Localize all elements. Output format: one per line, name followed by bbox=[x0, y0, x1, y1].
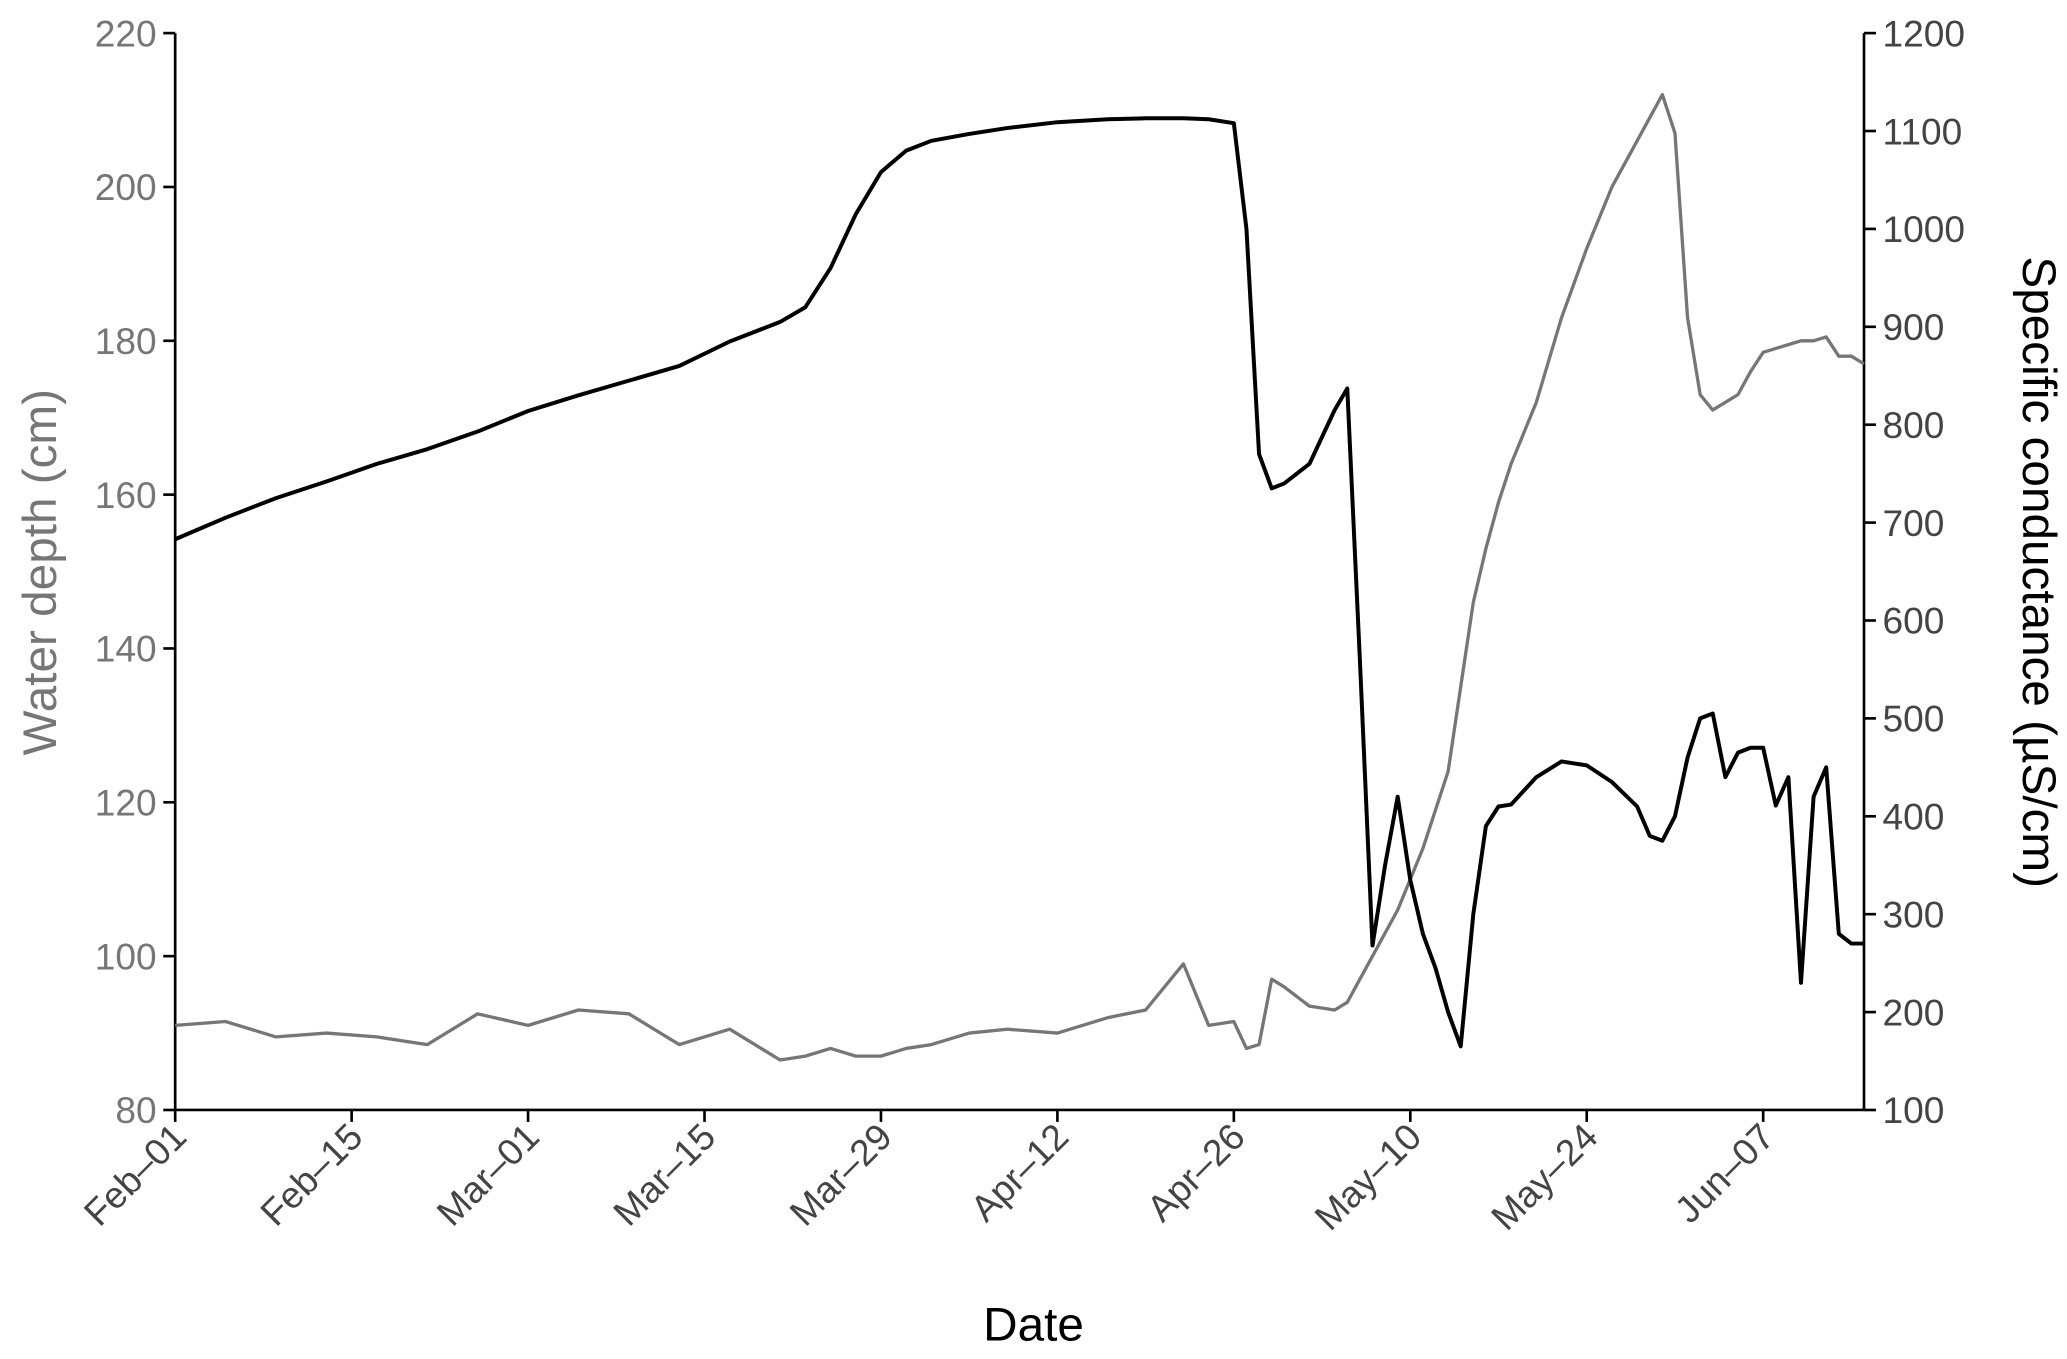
x-tick-label: Feb–15 bbox=[252, 1115, 371, 1234]
y-tick-label: 140 bbox=[95, 628, 157, 670]
x-axis-title: Date bbox=[983, 1298, 1084, 1351]
y2-tick-label: 600 bbox=[1883, 600, 1945, 642]
x-tick-label: Jun–07 bbox=[1666, 1115, 1782, 1231]
y2-tick-label: 300 bbox=[1883, 893, 1945, 935]
y2-tick-label: 100 bbox=[1883, 1089, 1945, 1131]
y-tick-label: 100 bbox=[95, 935, 157, 977]
y2-tick-label: 800 bbox=[1883, 404, 1945, 446]
x-tick-label: Feb–01 bbox=[75, 1115, 194, 1234]
y-tick-label: 220 bbox=[95, 12, 157, 54]
x-tick-label: May–10 bbox=[1306, 1115, 1429, 1238]
y2-tick-label: 900 bbox=[1883, 306, 1945, 348]
y-axis-title: Water depth (cm) bbox=[14, 389, 67, 755]
y-tick-label: 120 bbox=[95, 782, 157, 824]
y2-tick-label: 400 bbox=[1883, 796, 1945, 838]
y2-tick-label: 200 bbox=[1883, 991, 1945, 1033]
x-tick-label: Mar–15 bbox=[605, 1115, 724, 1234]
y-tick-label: 180 bbox=[95, 320, 157, 362]
x-tick-label: Apr–26 bbox=[1139, 1115, 1253, 1229]
y-tick-label: 160 bbox=[95, 474, 157, 516]
series-line bbox=[175, 92, 1865, 1062]
x-tick-label: May–24 bbox=[1483, 1115, 1606, 1238]
y-tick-label: 80 bbox=[115, 1089, 156, 1131]
y2-tick-label: 1000 bbox=[1883, 208, 1965, 250]
y-tick-label: 200 bbox=[95, 166, 157, 208]
y2-tick-label: 700 bbox=[1883, 502, 1945, 544]
y2-axis-title: Specific conductance (µS/cm) bbox=[2012, 256, 2065, 888]
series-line bbox=[174, 116, 1864, 1049]
x-tick-label: Apr–12 bbox=[962, 1115, 1076, 1229]
x-tick-label: Mar–29 bbox=[781, 1115, 900, 1234]
y2-tick-label: 500 bbox=[1883, 698, 1945, 740]
y2-tick-label: 1100 bbox=[1883, 110, 1963, 152]
y2-tick-label: 1200 bbox=[1883, 12, 1965, 54]
x-tick-label: Mar–01 bbox=[428, 1115, 547, 1234]
